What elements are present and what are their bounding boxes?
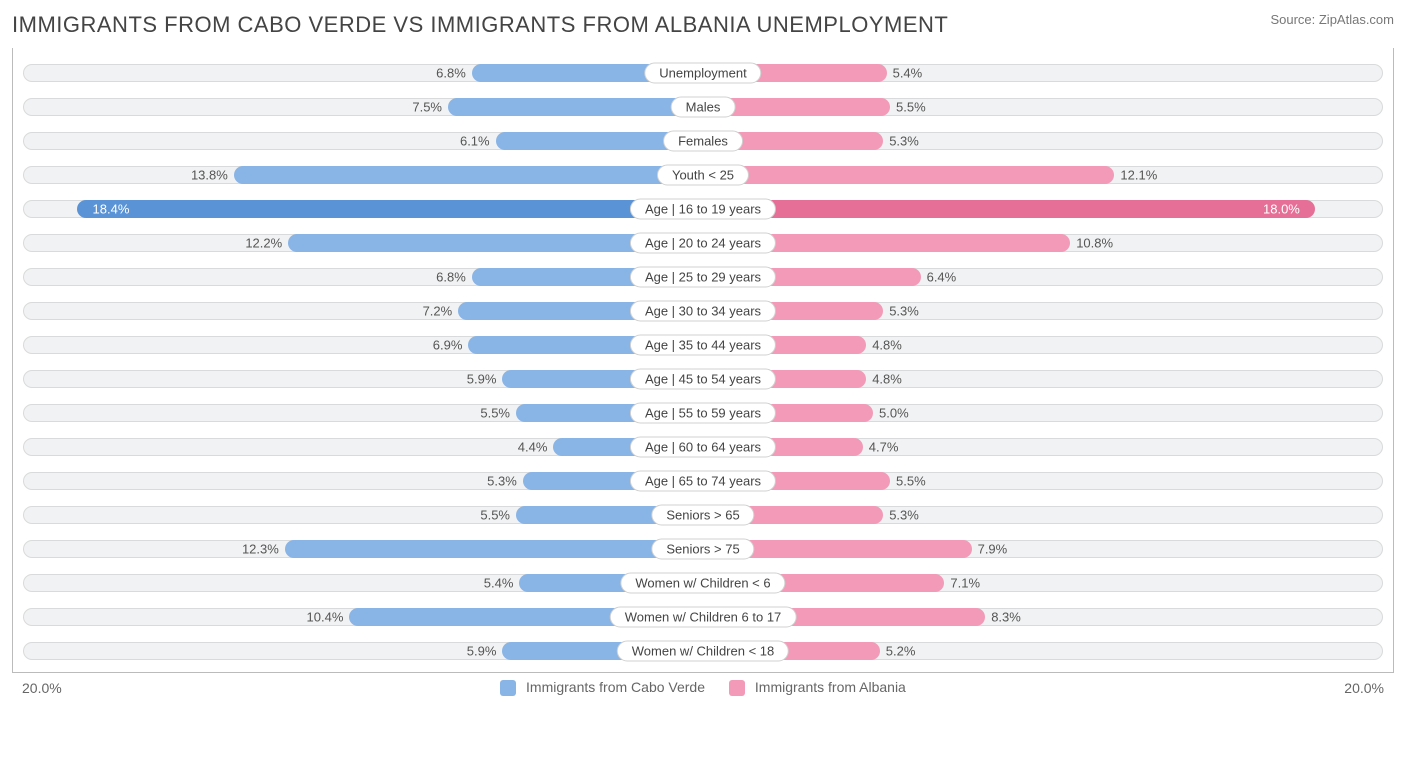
category-label: Age | 25 to 29 years [630,267,776,288]
category-label: Age | 20 to 24 years [630,233,776,254]
legend-swatch-right [729,680,745,696]
legend-item-left: Immigrants from Cabo Verde [500,679,705,696]
value-left: 5.3% [487,474,517,489]
value-left: 5.5% [480,508,510,523]
value-left: 5.9% [467,644,497,659]
category-label: Age | 45 to 54 years [630,369,776,390]
value-right: 18.0% [1263,202,1300,217]
category-label: Women w/ Children < 6 [620,573,785,594]
value-left: 12.3% [242,542,279,557]
value-right: 5.5% [896,100,926,115]
legend-swatch-left [500,680,516,696]
value-left: 10.4% [307,610,344,625]
legend-label-left: Immigrants from Cabo Verde [526,679,705,695]
value-right: 5.2% [886,644,916,659]
legend-label-right: Immigrants from Albania [755,679,906,695]
value-right: 4.8% [872,372,902,387]
chart-row: 13.8% 12.1% Youth < 25 [23,160,1383,190]
axis-right-max: 20.0% [1344,680,1384,696]
value-right: 5.4% [893,66,923,81]
value-left: 5.5% [480,406,510,421]
source-name: ZipAtlas.com [1319,12,1394,27]
category-label: Seniors > 65 [651,505,754,526]
bar-left [77,200,703,218]
value-right: 4.8% [872,338,902,353]
category-label: Females [663,131,743,152]
value-left: 7.2% [423,304,453,319]
chart-footer: 20.0% Immigrants from Cabo Verde Immigra… [12,679,1394,696]
chart-row: 5.5% 5.0% Age | 55 to 59 years [23,398,1383,428]
chart-row: 12.3% 7.9% Seniors > 75 [23,534,1383,564]
axis-left-max: 20.0% [22,680,62,696]
legend: Immigrants from Cabo Verde Immigrants fr… [500,679,906,696]
value-left: 13.8% [191,168,228,183]
source-attribution: Source: ZipAtlas.com [1270,12,1394,27]
category-label: Unemployment [644,63,761,84]
chart-row: 6.9% 4.8% Age | 35 to 44 years [23,330,1383,360]
header: IMMIGRANTS FROM CABO VERDE VS IMMIGRANTS… [12,12,1394,38]
chart-row: 7.5% 5.5% Males [23,92,1383,122]
value-left: 5.9% [467,372,497,387]
chart-row: 6.8% 5.4% Unemployment [23,58,1383,88]
value-right: 4.7% [869,440,899,455]
value-right: 5.0% [879,406,909,421]
category-label: Age | 30 to 34 years [630,301,776,322]
bar-left [234,166,703,184]
category-label: Age | 55 to 59 years [630,403,776,424]
chart-row: 6.1% 5.3% Females [23,126,1383,156]
category-label: Women w/ Children < 18 [617,641,789,662]
category-label: Males [671,97,736,118]
value-right: 5.3% [889,134,919,149]
value-right: 6.4% [927,270,957,285]
chart-row: 12.2% 10.8% Age | 20 to 24 years [23,228,1383,258]
chart-row: 18.4% 18.0% Age | 16 to 19 years [23,194,1383,224]
category-label: Seniors > 75 [651,539,754,560]
legend-item-right: Immigrants from Albania [729,679,906,696]
value-left: 18.4% [93,202,130,217]
value-right: 5.5% [896,474,926,489]
value-left: 6.8% [436,66,466,81]
category-label: Age | 16 to 19 years [630,199,776,220]
value-right: 12.1% [1120,168,1157,183]
bar-left [285,540,703,558]
value-left: 12.2% [245,236,282,251]
chart-row: 5.5% 5.3% Seniors > 65 [23,500,1383,530]
chart-row: 7.2% 5.3% Age | 30 to 34 years [23,296,1383,326]
value-left: 6.1% [460,134,490,149]
chart-row: 6.8% 6.4% Age | 25 to 29 years [23,262,1383,292]
chart-row: 4.4% 4.7% Age | 60 to 64 years [23,432,1383,462]
value-right: 8.3% [991,610,1021,625]
chart-row: 10.4% 8.3% Women w/ Children 6 to 17 [23,602,1383,632]
source-prefix: Source: [1270,12,1318,27]
bar-right [703,166,1114,184]
category-label: Women w/ Children 6 to 17 [610,607,797,628]
chart-row: 5.9% 4.8% Age | 45 to 54 years [23,364,1383,394]
value-right: 10.8% [1076,236,1113,251]
category-label: Age | 60 to 64 years [630,437,776,458]
value-right: 5.3% [889,508,919,523]
value-left: 6.9% [433,338,463,353]
category-label: Age | 35 to 44 years [630,335,776,356]
bar-left [448,98,703,116]
category-label: Age | 65 to 74 years [630,471,776,492]
chart-row: 5.3% 5.5% Age | 65 to 74 years [23,466,1383,496]
page-title: IMMIGRANTS FROM CABO VERDE VS IMMIGRANTS… [12,12,948,38]
chart-row: 5.9% 5.2% Women w/ Children < 18 [23,636,1383,666]
value-right: 7.1% [950,576,980,591]
chart-row: 5.4% 7.1% Women w/ Children < 6 [23,568,1383,598]
value-right: 5.3% [889,304,919,319]
value-left: 5.4% [484,576,514,591]
value-left: 6.8% [436,270,466,285]
bar-right [703,200,1315,218]
value-right: 7.9% [978,542,1008,557]
value-left: 7.5% [412,100,442,115]
category-label: Youth < 25 [657,165,749,186]
value-left: 4.4% [518,440,548,455]
diverging-bar-chart: 6.8% 5.4% Unemployment 7.5% 5.5% Males 6.1% 5.3… [12,48,1394,673]
